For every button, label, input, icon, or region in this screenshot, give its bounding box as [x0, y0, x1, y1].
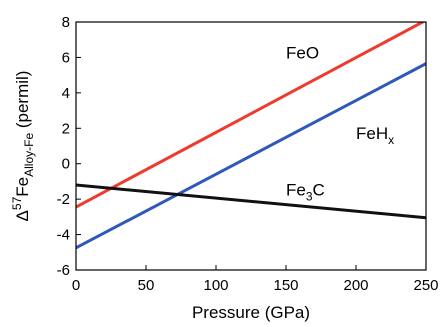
series-label-2: Fe3C [286, 181, 325, 204]
series-line-2 [76, 183, 426, 220]
y-tick-label: -4 [57, 227, 70, 244]
x-tick-label: 50 [138, 277, 155, 294]
x-tick-label: 150 [273, 277, 298, 294]
x-tick-label: 250 [413, 277, 438, 294]
y-tick-label: -2 [57, 191, 70, 208]
series-label-1: FeHx [356, 124, 394, 147]
x-axis-title: Pressure (GPa) [192, 303, 310, 322]
x-tick-label: 0 [72, 277, 80, 294]
series-labels: FeO FeHx Fe3C [286, 43, 394, 203]
y-tick-label: 2 [62, 120, 70, 137]
x-tick-label: 200 [343, 277, 368, 294]
plot-frame [75, 21, 427, 271]
series-label-0: FeO [286, 43, 319, 62]
y-tick-label: 0 [62, 156, 70, 173]
y-axis-title: Δ57FeAlloy-Fe (permil) [10, 71, 36, 222]
ticks-layer: 0 50 100 150 200 250 -6 -4 -2 0 2 4 6 8 [57, 14, 439, 294]
y-tick-label: -6 [57, 262, 70, 279]
y-tick-label: 8 [62, 14, 70, 31]
series-line-1 [76, 62, 426, 250]
series-line-0 [76, 22, 426, 209]
y-tick-label: 4 [62, 85, 70, 102]
series-layer [76, 22, 426, 250]
x-tick-label: 100 [203, 277, 228, 294]
y-tick-label: 6 [62, 49, 70, 66]
